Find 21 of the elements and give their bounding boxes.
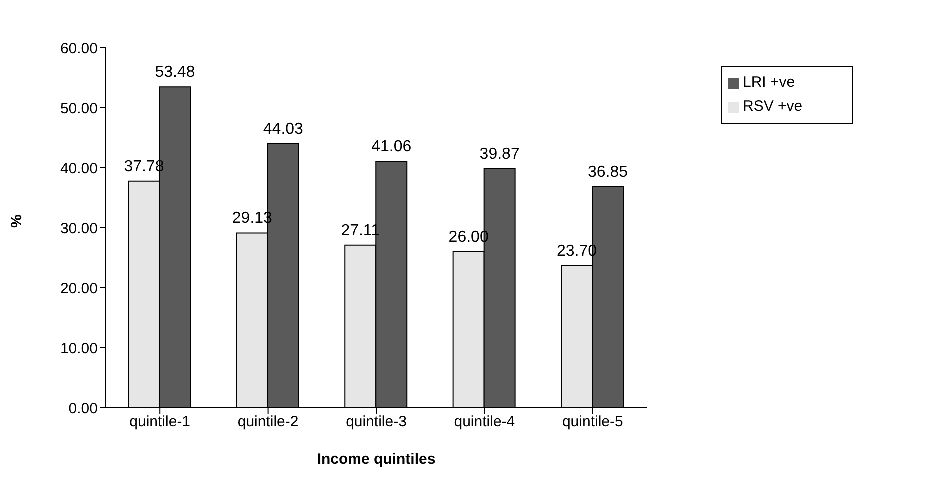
y-axis-title: % bbox=[8, 214, 26, 228]
data-label: 53.48 bbox=[155, 64, 196, 82]
data-label: 41.06 bbox=[372, 138, 412, 156]
x-tick-label: quintile-5 bbox=[562, 414, 624, 431]
x-tick-label: quintile-4 bbox=[454, 414, 516, 431]
y-tick-label: 0.00 bbox=[68, 400, 98, 418]
x-tick-label: quintile-2 bbox=[238, 414, 299, 431]
legend-label: RSV +ve bbox=[743, 98, 803, 115]
y-tick-label: 50.00 bbox=[60, 100, 98, 118]
data-label: 36.85 bbox=[588, 164, 628, 181]
y-tick-label: 40.00 bbox=[60, 160, 98, 178]
y-tick-label: 30.00 bbox=[60, 220, 98, 238]
y-tick-label: 20.00 bbox=[60, 280, 98, 298]
y-tick-label: 60.00 bbox=[60, 40, 98, 58]
y-tick-label: 10.00 bbox=[60, 340, 98, 358]
x-tick-label: quintile-3 bbox=[346, 414, 407, 431]
data-label: 44.03 bbox=[263, 120, 304, 138]
x-tick-label: quintile-1 bbox=[130, 414, 191, 431]
data-label: 39.87 bbox=[480, 146, 520, 163]
x-axis-title: Income quintiles bbox=[317, 451, 436, 468]
legend-label: LRI +ve bbox=[743, 74, 796, 91]
